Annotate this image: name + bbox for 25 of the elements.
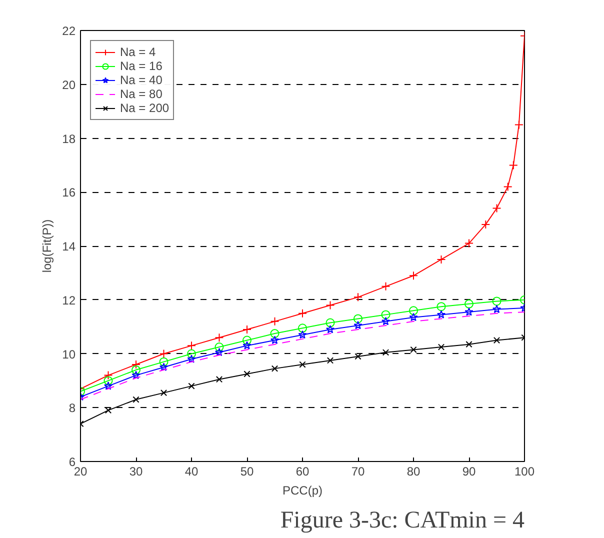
- x-tick-label: 80: [406, 464, 420, 478]
- x-tick-label: 90: [462, 464, 476, 478]
- y-tick-label: 18: [62, 132, 76, 146]
- x-tick-label: 100: [514, 464, 535, 478]
- y-tick-label: 8: [68, 401, 76, 416]
- x-tick-label: 30: [129, 464, 143, 478]
- y-tick-label: 14: [62, 240, 76, 254]
- x-tick-label: 40: [184, 464, 198, 478]
- y-tick-label: 10: [62, 347, 76, 362]
- y-tick-label: 6: [68, 455, 76, 469]
- x-tick-label: 60: [296, 464, 310, 478]
- y-tick-label: 12: [62, 293, 76, 308]
- legend-label: Na = 200: [120, 101, 170, 115]
- legend-label: Na = 16: [120, 59, 162, 73]
- x-axis-title: PCC(p): [282, 484, 323, 498]
- y-tick-label: 20: [62, 78, 76, 92]
- y-tick-label: 16: [62, 186, 76, 200]
- legend-label: Na = 4: [120, 45, 156, 59]
- x-tick-label: 70: [351, 464, 365, 478]
- caption: Figure 3-3c: CATmin = 4: [280, 508, 525, 534]
- x-tick-label: 50: [240, 464, 254, 478]
- y-axis-title: log(Fit(P)): [40, 219, 54, 273]
- legend-label: Na = 40: [120, 73, 162, 87]
- y-tick-label: 22: [62, 24, 76, 38]
- legend-label: Na = 80: [120, 87, 162, 101]
